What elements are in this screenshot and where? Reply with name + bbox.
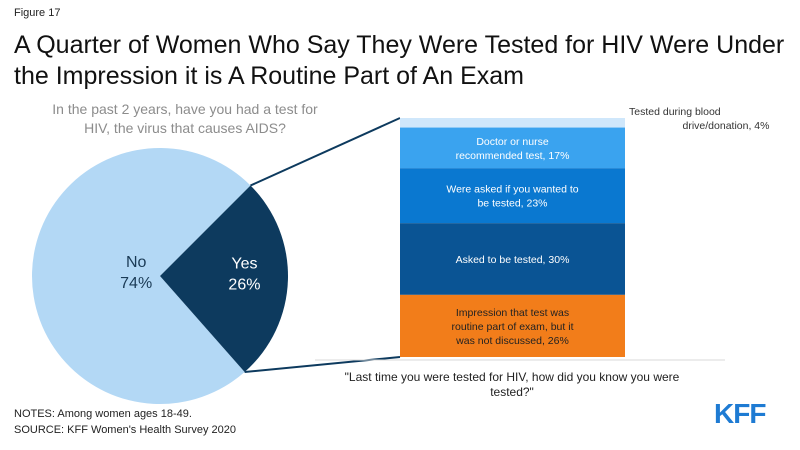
bar-label-0-line2: drive/donation, 4% <box>683 120 770 132</box>
bar-label-1-line2: recommended test, 17% <box>456 150 570 162</box>
bar-segment-1 <box>400 127 625 169</box>
pie-slice-no <box>31 147 251 404</box>
bar-label-0-line1: Tested during blood <box>629 106 721 118</box>
pie-label-yes-name: Yes <box>231 256 257 273</box>
bar-segment-2 <box>400 168 625 224</box>
pie-label-no-name: No <box>126 254 147 271</box>
bar-segment-3 <box>400 223 625 295</box>
notes-block: NOTES: Among women ages 18-49. SOURCE: K… <box>14 406 236 438</box>
pie-label-no-value: 74% <box>120 275 152 292</box>
bar-label-1-line1: Doctor or nurse <box>476 136 549 148</box>
bar-segment-4 <box>400 294 625 357</box>
bar-label-4-line2: routine part of exam, but it <box>452 321 574 333</box>
bar-segment-0 <box>400 118 625 128</box>
pie-question: In the past 2 years, have you had a test… <box>52 101 318 136</box>
connector-line-top <box>250 117 401 187</box>
bar-label-4-line3: was not discussed, 26% <box>455 335 569 347</box>
bar-question-line2: tested?" <box>490 385 534 399</box>
bar-label-4-line1: Impression that test was <box>456 307 569 319</box>
bar-label-2-line2: be tested, 23% <box>477 198 547 210</box>
kff-logo: KFF <box>714 398 766 429</box>
notes-text: NOTES: Among women ages 18-49. <box>14 408 192 420</box>
bar-label-3-line1: Asked to be tested, 30% <box>456 254 570 266</box>
chart-title: A Quarter of Women Who Say They Were Tes… <box>14 31 785 90</box>
bar-label-2-line1: Were asked if you wanted to <box>446 184 578 196</box>
figure-label: Figure 17 <box>14 7 61 19</box>
pie-label-yes-value: 26% <box>228 277 260 294</box>
pie-slice-yes <box>160 185 288 373</box>
source-text: SOURCE: KFF Women's Health Survey 2020 <box>14 424 236 436</box>
bar-question-line1: "Last time you were tested for HIV, how … <box>345 370 680 384</box>
